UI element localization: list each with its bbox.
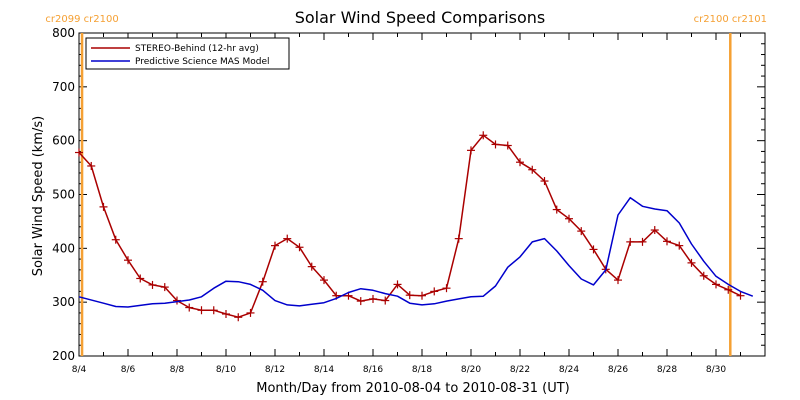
data-point: [320, 276, 328, 285]
legend: STEREO-Behind (12-hr avg) Predictive Sci…: [85, 37, 290, 70]
data-point: [246, 308, 255, 317]
data-point: [626, 237, 635, 246]
data-point: [577, 227, 586, 236]
data-point: [87, 161, 96, 170]
data-point: [369, 294, 377, 303]
data-point: [160, 283, 169, 292]
data-point: [699, 271, 708, 280]
data-point: [614, 276, 622, 285]
data-point: [258, 277, 267, 286]
y-axis-label: Solar Wind Speed (km/s): [31, 116, 46, 276]
data-point: [124, 256, 132, 265]
x-tick-label: 8/22: [510, 365, 530, 375]
data-point: [222, 310, 230, 319]
x-tick-label: 8/28: [657, 365, 677, 375]
x-tick-label: 8/8: [170, 365, 185, 375]
data-point: [111, 235, 120, 244]
data-point: [148, 280, 157, 289]
data-point: [687, 258, 696, 267]
data-point: [528, 165, 537, 174]
x-tick-label: 8/16: [363, 365, 383, 375]
data-point: [736, 291, 745, 300]
data-point: [442, 284, 451, 293]
series-layer: [75, 131, 754, 322]
data-point: [516, 158, 524, 167]
legend-label-mas-model: Predictive Science MAS Model: [135, 57, 270, 67]
y-tick-label: 700: [52, 80, 75, 94]
y-tick-label: 200: [52, 349, 75, 363]
x-tick-label: 8/4: [72, 365, 87, 375]
data-point: [675, 241, 684, 250]
series-0: [75, 131, 745, 322]
data-point: [638, 237, 647, 246]
carrington-label: cr2099 cr2100: [45, 14, 118, 25]
data-point: [197, 306, 206, 315]
legend-label-stereo: STEREO-Behind (12-hr avg): [135, 44, 259, 54]
x-axis-label: Month/Day from 2010-08-04 to 2010-08-31 …: [256, 381, 569, 396]
data-point: [454, 234, 463, 243]
x-tick-label: 8/26: [608, 365, 628, 375]
data-point: [479, 131, 488, 140]
x-tick-label: 8/24: [559, 365, 579, 375]
x-tick-label: 8/18: [412, 365, 432, 375]
carrington-markers: cr2099 cr2100 cr2100 cr2101: [45, 14, 767, 356]
data-point: [356, 297, 365, 306]
x-tick-label: 8/12: [265, 365, 285, 375]
data-point: [552, 205, 561, 214]
data-point: [724, 285, 733, 294]
data-point: [283, 234, 292, 243]
y-tick-label: 500: [52, 188, 75, 202]
data-point: [405, 291, 414, 300]
data-point: [307, 262, 316, 271]
data-point: [295, 243, 304, 252]
y-tick-label: 400: [52, 241, 75, 255]
chart-title: Solar Wind Speed Comparisons: [295, 8, 546, 27]
data-point: [650, 226, 659, 235]
data-point: [565, 214, 573, 223]
data-point: [663, 237, 671, 246]
data-point: [467, 146, 475, 155]
data-point: [99, 202, 108, 211]
data-point: [185, 303, 194, 312]
x-tick-label: 8/14: [314, 365, 334, 375]
carrington-label: cr2100 cr2101: [694, 14, 767, 25]
data-point: [418, 291, 426, 300]
data-point: [381, 296, 390, 305]
data-point: [209, 306, 218, 315]
x-tick-label: 8/20: [461, 365, 481, 375]
legend-box: [85, 37, 290, 70]
data-point: [491, 140, 500, 149]
data-point: [75, 148, 83, 157]
series-line: [78, 196, 754, 308]
y-tick-label: 600: [52, 134, 75, 148]
series-1: [78, 196, 754, 308]
data-point: [540, 177, 549, 186]
data-point: [136, 274, 145, 283]
x-tick-label: 8/10: [216, 365, 236, 375]
data-point: [589, 245, 598, 254]
data-point: [712, 280, 720, 289]
data-point: [393, 280, 402, 289]
data-point: [503, 141, 512, 150]
x-tick-label: 8/30: [706, 365, 726, 375]
y-tick-label: 800: [52, 26, 75, 40]
data-point: [234, 313, 243, 322]
x-tick-label: 8/6: [121, 365, 136, 375]
data-point: [271, 241, 279, 250]
x-axis: 8/4 8/6 8/8 8/10 8/12 8/14 8/16 8/18 8/20 8/22 8/2…: [72, 33, 766, 375]
data-point: [430, 287, 439, 296]
y-tick-label: 300: [52, 295, 75, 309]
